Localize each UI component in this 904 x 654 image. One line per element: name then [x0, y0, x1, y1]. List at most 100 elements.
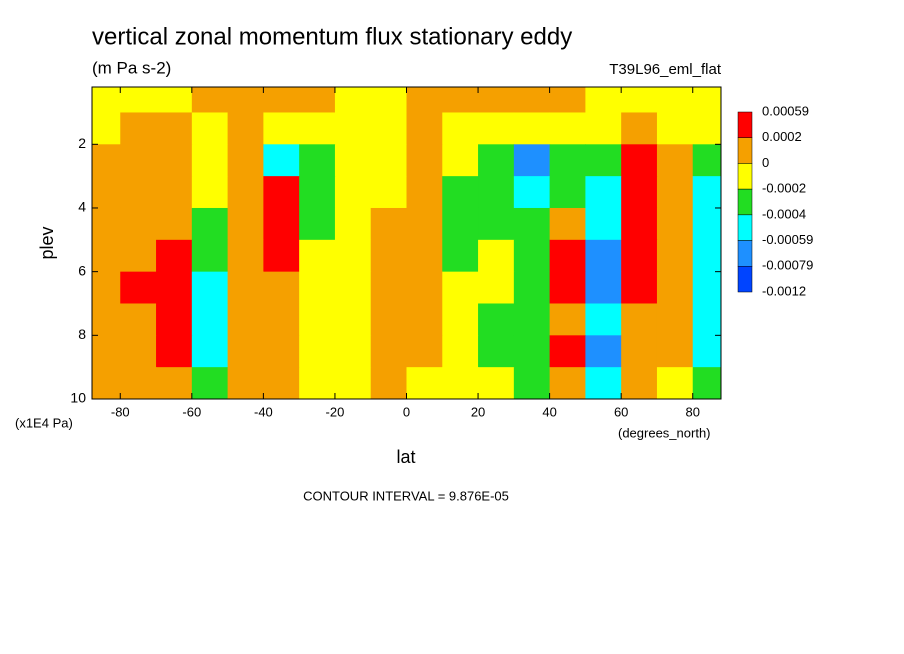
contour-field	[92, 87, 721, 399]
y-tick-label: 6	[78, 262, 86, 278]
contour-cell	[406, 239, 443, 273]
contour-cell	[692, 207, 721, 241]
contour-cell	[120, 176, 157, 209]
x-tick-label: -20	[326, 404, 345, 419]
contour-cell	[621, 144, 658, 177]
contour-cell	[692, 303, 721, 336]
contour-cell	[478, 239, 515, 273]
contour-cell	[406, 335, 443, 368]
contour-cell	[156, 303, 193, 336]
contour-cell	[227, 176, 264, 209]
colorbar-label: -0.0004	[762, 206, 806, 221]
contour-cell	[92, 303, 121, 336]
contour-cell	[656, 367, 694, 399]
contour-cell	[334, 112, 372, 145]
colorbar-label: 0.0002	[762, 129, 802, 144]
contour-cell	[692, 144, 721, 177]
contour-cell	[549, 144, 586, 177]
y-tick-label: 8	[78, 326, 86, 342]
contour-cell	[692, 176, 721, 209]
colorbar-box	[737, 163, 753, 190]
contour-cell	[263, 367, 300, 399]
x-tick-label: 20	[471, 404, 485, 419]
contour-cell	[370, 207, 407, 241]
contour-cell	[585, 87, 622, 113]
contour-cell	[549, 367, 586, 399]
contour-cell	[263, 271, 300, 304]
contour-cell	[513, 367, 551, 399]
colorbar-box	[737, 266, 753, 293]
contour-cell	[156, 335, 193, 368]
contour-cell	[549, 239, 586, 273]
contour-cell	[513, 176, 551, 209]
y-tick-label: 4	[78, 199, 86, 215]
contour-cell	[92, 207, 121, 241]
contour-cell	[191, 207, 229, 241]
contour-cell	[156, 176, 193, 209]
contour-cell	[120, 303, 157, 336]
contour-cell	[263, 335, 300, 368]
contour-cell	[227, 87, 264, 113]
contour-cell	[406, 207, 443, 241]
colorbar-box	[737, 214, 753, 241]
contour-cell	[656, 176, 694, 209]
contour-cell	[478, 335, 515, 368]
contour-cell	[442, 303, 479, 336]
contour-cell	[227, 207, 264, 241]
contour-cell	[334, 271, 372, 304]
dataset-label: T39L96_eml_flat	[609, 61, 722, 78]
colorbar-label: -0.0012	[762, 283, 806, 298]
contour-cell	[227, 144, 264, 177]
contour-cell	[442, 176, 479, 209]
contour-cell	[549, 176, 586, 209]
colorbar-box	[737, 240, 753, 267]
contour-cell	[692, 87, 721, 113]
contour-cell	[513, 207, 551, 241]
contour-cell	[621, 367, 658, 399]
contour-cell	[191, 335, 229, 368]
contour-cell	[92, 176, 121, 209]
contour-cell	[92, 367, 121, 399]
contour-cell	[120, 271, 157, 304]
contour-cell	[585, 112, 622, 145]
contour-cell	[299, 176, 336, 209]
contour-cell	[692, 112, 721, 145]
contour-cell	[370, 335, 407, 368]
contour-cell	[120, 239, 157, 273]
x-units: (degrees_north)	[618, 425, 711, 440]
contour-cell	[442, 112, 479, 145]
contour-cell	[156, 207, 193, 241]
contour-cell	[156, 144, 193, 177]
contour-cell	[406, 367, 443, 399]
y-units: (x1E4 Pa)	[15, 415, 73, 430]
contour-cell	[370, 112, 407, 145]
contour-cell	[120, 144, 157, 177]
contour-cell	[120, 87, 157, 113]
contour-cell	[692, 239, 721, 273]
colorbar-box	[737, 137, 753, 164]
colorbar-box	[737, 111, 753, 138]
contour-cell	[406, 303, 443, 336]
contour-cell	[513, 271, 551, 304]
contour-cell	[263, 239, 300, 273]
contour-cell	[191, 144, 229, 177]
contour-cell	[656, 207, 694, 241]
contour-cell	[120, 335, 157, 368]
contour-cell	[299, 112, 336, 145]
contour-cell	[120, 112, 157, 145]
x-tick-label: 60	[614, 404, 628, 419]
contour-cell	[263, 303, 300, 336]
contour-cell	[299, 144, 336, 177]
contour-cell	[478, 207, 515, 241]
contour-cell	[370, 271, 407, 304]
x-tick-label: -60	[182, 404, 201, 419]
contour-cell	[478, 87, 515, 113]
contour-cell	[370, 239, 407, 273]
contour-cell	[513, 335, 551, 368]
contour-cell	[334, 335, 372, 368]
contour-cell	[263, 207, 300, 241]
contour-cell	[585, 335, 622, 368]
contour-cell	[406, 144, 443, 177]
